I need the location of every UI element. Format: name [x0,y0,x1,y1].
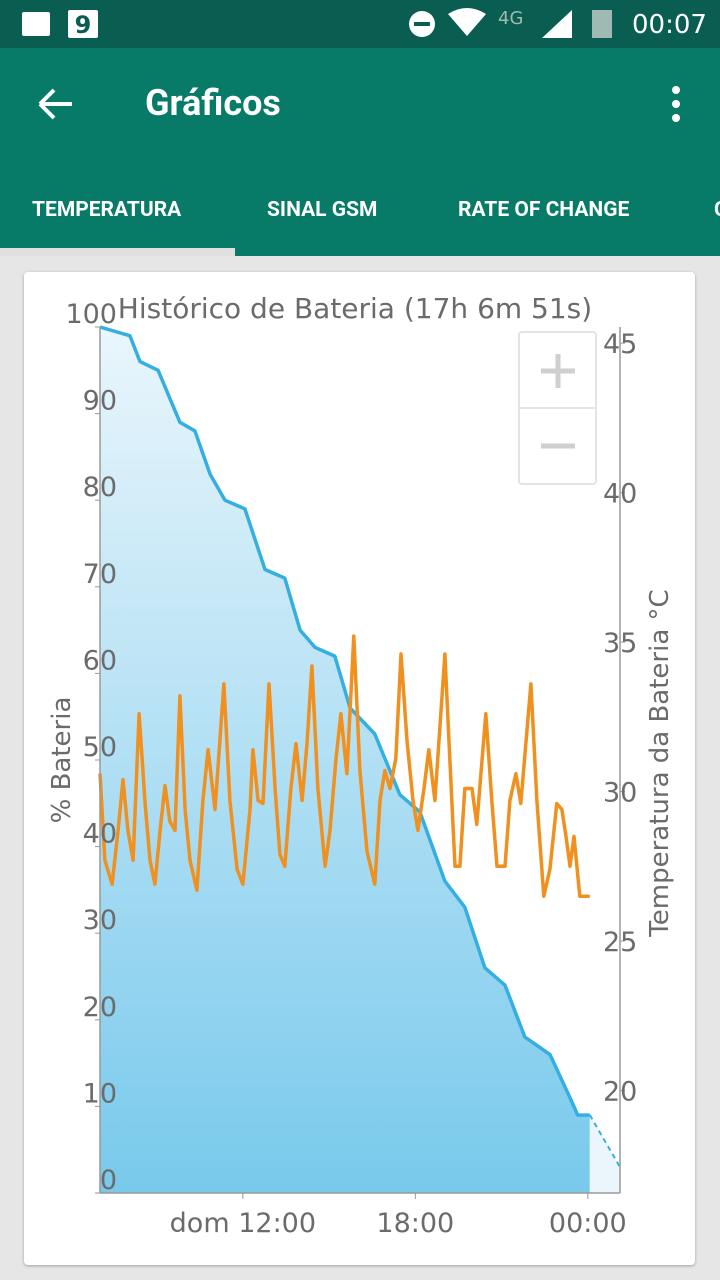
screen-title: Gráficos [145,82,281,124]
y-tick-label: 50 [83,732,117,763]
menu-button[interactable] [672,86,680,122]
y-axis-title: % Bateria [47,697,77,824]
y2-tick-label: 30 [603,778,637,809]
notification-count: 9 [75,11,92,39]
y-tick-label: 30 [83,905,117,936]
zoom-controls [518,331,597,485]
app-bar: Gráficos TEMPERATURA SINAL GSM RATE OF C… [0,48,720,256]
y-tick-label: 20 [83,992,117,1023]
y2-tick-label: 40 [603,479,637,510]
y-tick-label: 10 [83,1078,117,1109]
tab-indicator [0,248,235,256]
y-tick-label: 80 [83,472,117,503]
x-tick-label: 00:00 [549,1208,627,1239]
line [98,634,590,898]
y-tick-label: 90 [83,386,117,417]
y-tick-label: 60 [83,645,117,676]
zoom-in[interactable] [541,354,575,388]
x-tick-label: dom 12:00 [170,1208,316,1239]
battery-icon [592,10,612,38]
notification-icon [68,10,98,38]
tab[interactable]: RATE OF CHANGE [458,198,630,222]
y-tick-label: 40 [83,819,117,850]
x-tick-label: 18:00 [376,1208,454,1239]
back-button[interactable] [38,88,72,120]
y-tick-label: 100 [65,299,117,330]
projection-area [589,1115,620,1193]
dnd-bar [414,22,430,26]
signal-icon [542,10,572,38]
line [99,325,590,1117]
status-bar: 9 4G 00:07 [0,0,720,48]
app-bar-icons [0,86,680,256]
y2-tick-label: 20 [603,1076,637,1107]
y2-tick-label: 35 [603,628,637,659]
projection-line [588,1114,621,1168]
wifi-icon [448,8,486,36]
y2-tick-label: 25 [603,927,637,958]
tab[interactable]: SINAL GSM [267,198,378,222]
tab[interactable]: TEMPERATURA [32,198,182,222]
chart-title: Histórico de Bateria (17h 6m 51s) [118,292,592,325]
gallery-icon [22,12,50,36]
y2-tick-label: 45 [603,329,637,360]
clock: 00:07 [632,10,707,40]
y2-axis-title: Temperatura da Bateria °C [645,589,675,937]
tab[interactable]: C [714,198,720,222]
y-tick-label: 70 [83,559,117,590]
y-tick-label: 0 [100,1165,117,1196]
status-icons: 9 4G 00:07 [22,8,707,40]
network-type: 4G [498,8,523,29]
